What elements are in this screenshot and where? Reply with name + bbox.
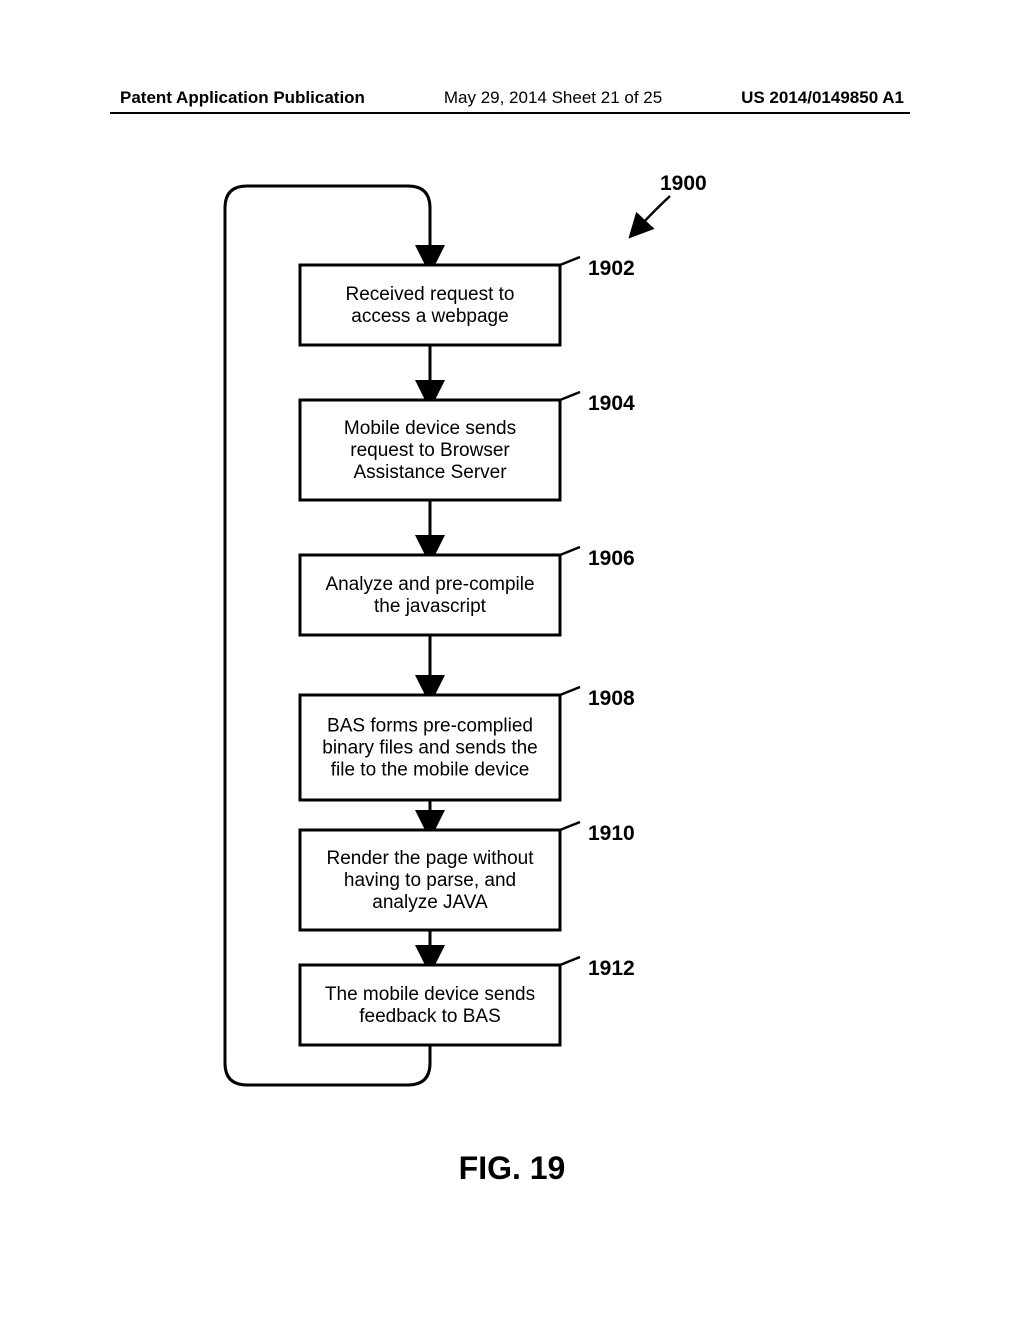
flow-node-text: BAS forms pre-complied <box>327 716 533 737</box>
ref-1900-pointer <box>642 196 670 224</box>
ref-1912: 1912 <box>588 957 635 980</box>
flow-node-text: Assistance Server <box>353 462 507 483</box>
ref-tick <box>560 687 580 695</box>
ref-tick <box>560 257 580 265</box>
ref-tick <box>560 822 580 830</box>
ref-1908: 1908 <box>588 687 635 710</box>
flow-node-text: The mobile device sends <box>325 984 535 1005</box>
flow-node-text: Analyze and pre-compile <box>325 574 534 595</box>
flow-node-text: file to the mobile device <box>331 760 530 781</box>
flowchart-svg: 1900 Received request toaccess a webpage 1… <box>0 0 1024 1320</box>
flow-node-text: analyze JAVA <box>372 892 488 913</box>
flow-node-text: feedback to BAS <box>359 1006 501 1027</box>
ref-1906: 1906 <box>588 547 635 570</box>
flow-node-1902 <box>300 265 560 345</box>
ref-tick <box>560 392 580 400</box>
flow-node-text: Received request to <box>346 284 515 305</box>
flow-node-text: request to Browser <box>350 440 510 461</box>
ref-tick <box>560 957 580 965</box>
flow-node-text: having to parse, and <box>344 870 516 891</box>
ref-1910: 1910 <box>588 822 635 845</box>
figure-label: FIG. 19 <box>0 1150 1024 1187</box>
ref-tick <box>560 547 580 555</box>
flow-node-text: Mobile device sends <box>344 418 516 439</box>
ref-1902: 1902 <box>588 257 635 280</box>
page-container: Patent Application Publication May 29, 2… <box>0 0 1024 1320</box>
flow-node-text: Render the page without <box>326 848 534 869</box>
flow-node-1906 <box>300 555 560 635</box>
flow-node-text: binary files and sends the <box>322 738 537 759</box>
flow-node-text: access a webpage <box>351 306 508 327</box>
ref-1904: 1904 <box>588 392 635 415</box>
ref-1900: 1900 <box>660 172 707 195</box>
flow-node-text: the javascript <box>374 596 487 617</box>
flow-node-1912 <box>300 965 560 1045</box>
